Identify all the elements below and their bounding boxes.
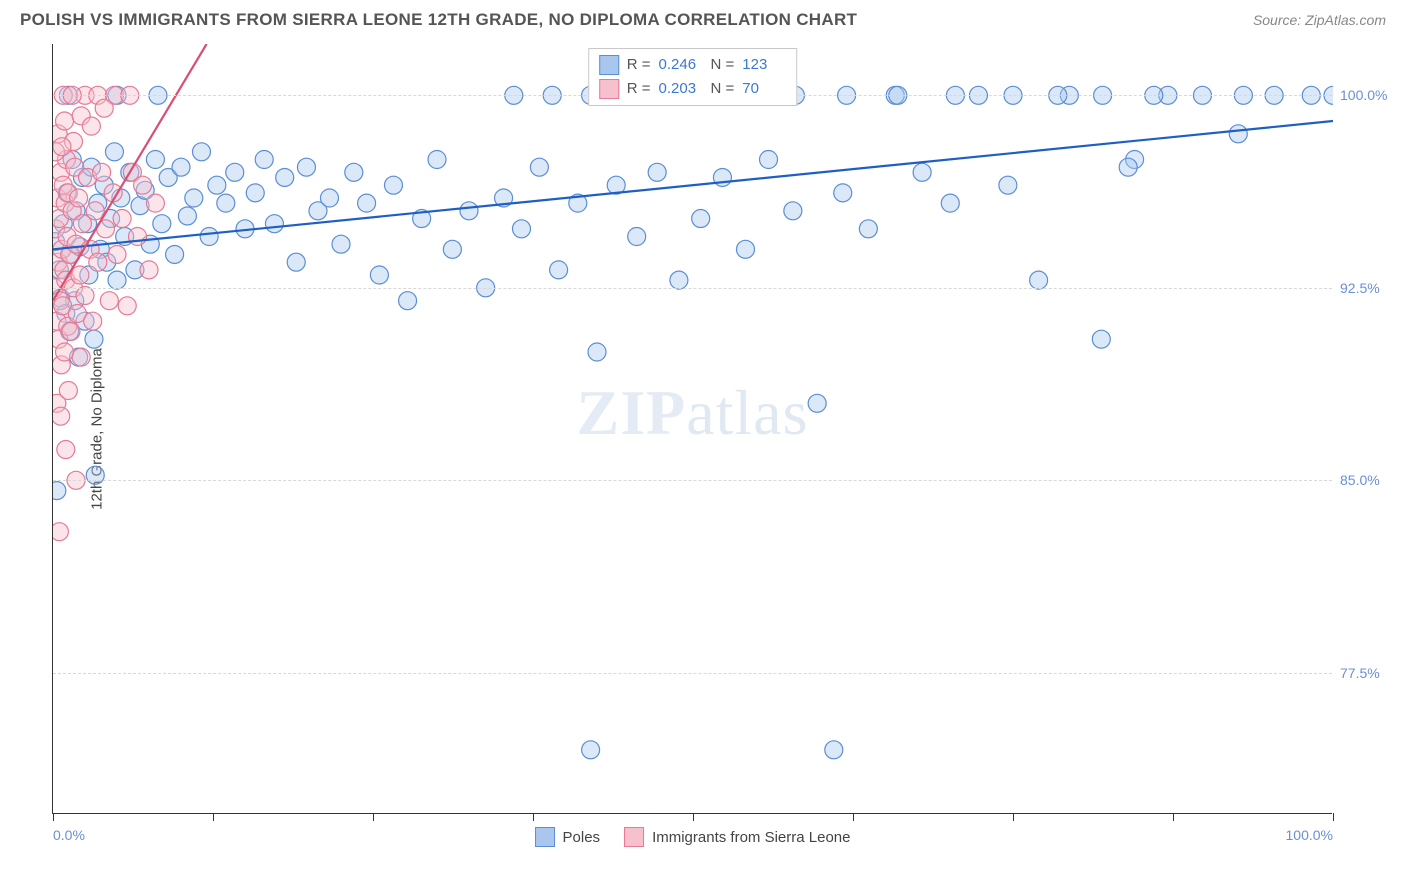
legend-swatch — [624, 827, 644, 847]
x-tick-label: 100.0% — [1286, 827, 1333, 843]
legend-row: R = 0.203 N = 70 — [599, 77, 787, 101]
x-tick — [53, 813, 54, 821]
legend-item: Immigrants from Sierra Leone — [624, 827, 850, 847]
plot-area: ZIPatlas R =0.246N =123R =0.203N =70 Pol… — [52, 44, 1332, 814]
legend-label: Immigrants from Sierra Leone — [652, 829, 850, 846]
x-tick — [1333, 813, 1334, 821]
y-tick-label: 85.0% — [1340, 472, 1404, 488]
legend-swatch — [535, 827, 555, 847]
gridline-h — [53, 288, 1332, 289]
x-tick — [1173, 813, 1174, 821]
correlation-legend: R = 0.246 N = 123 R = 0.203 N = 70 — [588, 48, 798, 106]
stat-n-label: N = — [711, 77, 735, 101]
stat-n-value: 70 — [742, 77, 786, 101]
series-legend: Poles Immigrants from Sierra Leone — [535, 827, 851, 847]
stat-r-value: 0.203 — [659, 77, 703, 101]
x-tick — [373, 813, 374, 821]
scatter-svg — [53, 44, 1333, 814]
legend-swatch — [599, 55, 619, 75]
stat-r-value: 0.246 — [659, 53, 703, 77]
legend-item: Poles — [535, 827, 601, 847]
y-tick-label: 100.0% — [1340, 87, 1404, 103]
source-label: Source: ZipAtlas.com — [1253, 12, 1386, 28]
stat-r-label: R = — [627, 77, 651, 101]
chart-container: 12th Grade, No Diploma ZIPatlas R =0.246… — [52, 44, 1406, 814]
y-tick-label: 77.5% — [1340, 665, 1404, 681]
x-tick — [853, 813, 854, 821]
x-tick — [693, 813, 694, 821]
gridline-h — [53, 673, 1332, 674]
legend-swatch — [599, 79, 619, 99]
x-tick-label: 0.0% — [53, 827, 85, 843]
x-tick — [1013, 813, 1014, 821]
stat-n-value: 123 — [742, 53, 786, 77]
chart-title: POLISH VS IMMIGRANTS FROM SIERRA LEONE 1… — [20, 10, 857, 30]
y-tick-label: 92.5% — [1340, 280, 1404, 296]
stat-n-label: N = — [711, 53, 735, 77]
gridline-h — [53, 480, 1332, 481]
x-tick — [213, 813, 214, 821]
legend-label: Poles — [563, 829, 601, 846]
legend-row: R = 0.246 N = 123 — [599, 53, 787, 77]
x-tick — [533, 813, 534, 821]
stat-r-label: R = — [627, 53, 651, 77]
